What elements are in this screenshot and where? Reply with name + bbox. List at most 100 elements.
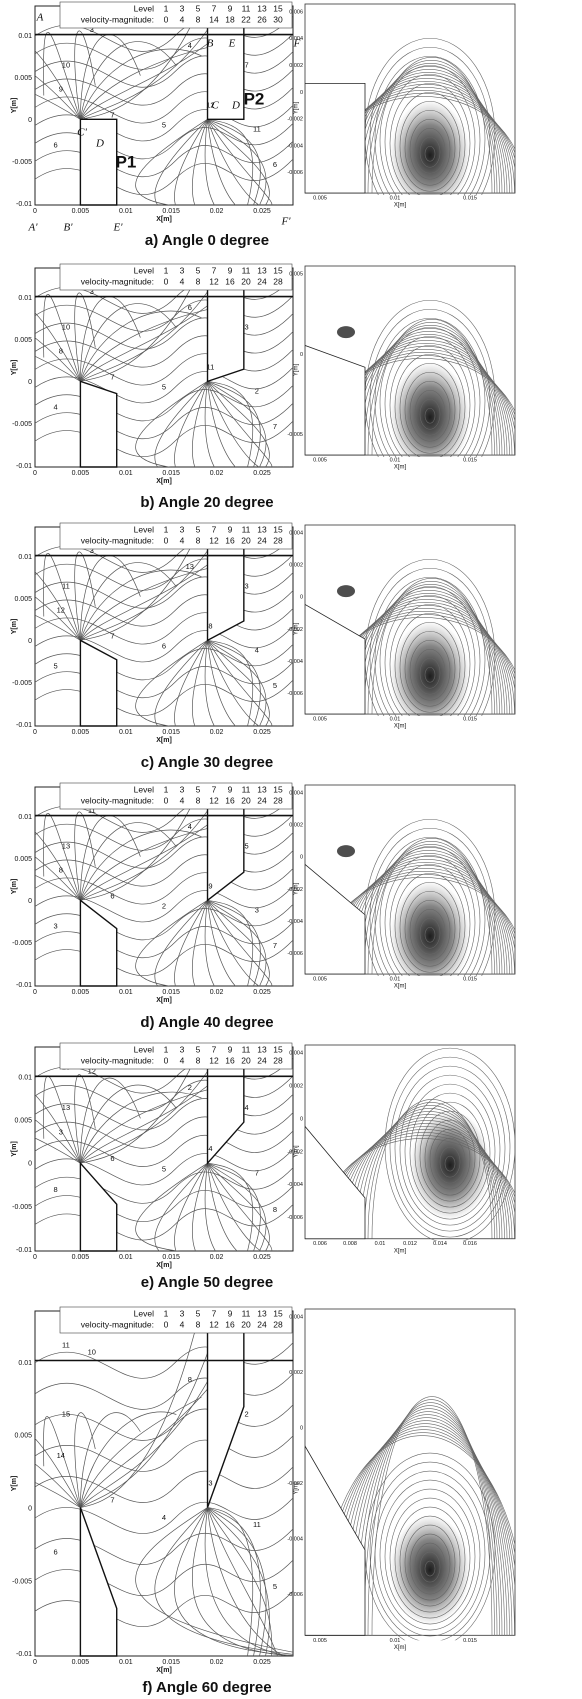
right-x-tick-label: 0.005 xyxy=(313,717,327,723)
contour-label: 3 xyxy=(54,921,58,930)
contour-label: 3 xyxy=(255,905,259,914)
panel: 101213368524478Levelvelocity-magnitude:1… xyxy=(11,1042,516,1291)
x-tick-label: 0.02 xyxy=(210,729,224,736)
contour-line xyxy=(80,536,197,641)
contour-line xyxy=(207,1507,273,1656)
contour-line xyxy=(204,640,290,726)
contour-label: 2 xyxy=(188,1083,192,1092)
annotation: P1 xyxy=(116,152,137,171)
legend-level: 9 xyxy=(228,784,233,794)
contour-line xyxy=(35,886,293,923)
legend-value: 16 xyxy=(225,535,235,545)
contour-line xyxy=(207,1507,278,1656)
streamline xyxy=(371,1099,493,1239)
stream-obstacle xyxy=(305,603,366,715)
right-y-tick-label: -0.006 xyxy=(287,951,303,957)
plot-frame xyxy=(34,1310,294,1657)
caption-unit: degree xyxy=(224,1274,273,1291)
secondary-vortex xyxy=(337,585,355,598)
contour-line xyxy=(207,1162,267,1251)
legend-level: 7 xyxy=(212,1044,217,1054)
caption-unit: degree xyxy=(224,494,273,511)
legend-level-label: Level xyxy=(134,1308,154,1318)
streamline xyxy=(404,109,456,186)
legend-value: 24 xyxy=(257,535,267,545)
legend-level: 3 xyxy=(180,1308,185,1318)
legend-level: 7 xyxy=(212,1308,217,1318)
streamline xyxy=(355,1111,503,1239)
contour-label: 11 xyxy=(253,1520,261,1529)
x-tick-label: 0.005 xyxy=(72,729,90,736)
legend-level: 13 xyxy=(257,1044,267,1054)
contour-line xyxy=(35,814,293,851)
stream-obstacle xyxy=(305,1125,366,1240)
streamline xyxy=(369,567,491,717)
contour-line xyxy=(192,1507,293,1656)
contour-label: 12 xyxy=(88,1066,96,1075)
y-tick-label: 0.01 xyxy=(18,1075,32,1082)
legend-level: 7 xyxy=(212,524,217,534)
legend-level: 13 xyxy=(257,265,267,275)
annotation: D xyxy=(95,138,104,150)
annotation: B xyxy=(207,38,214,50)
legend-level: 15 xyxy=(273,3,283,13)
contour-line xyxy=(43,1416,81,1508)
streamline xyxy=(374,836,486,977)
streamline xyxy=(343,1417,510,1636)
streamline xyxy=(419,657,441,689)
legend-value: 14 xyxy=(209,14,219,24)
legend-box xyxy=(59,1,293,29)
y-tick-label: 0 xyxy=(28,638,32,645)
streamline xyxy=(389,1056,511,1238)
x-tick-label: 0.02 xyxy=(210,989,224,996)
caption-unit: degree xyxy=(222,1679,271,1696)
y-tick-label: 0 xyxy=(28,117,32,124)
vortex-core xyxy=(390,1515,470,1626)
contour-line xyxy=(35,105,293,142)
contour-line xyxy=(35,1119,81,1164)
right-y-tick-label: -0.004 xyxy=(287,919,303,925)
contour-line xyxy=(35,554,293,591)
contour-line xyxy=(35,1497,293,1534)
contour-line xyxy=(74,1412,96,1508)
right-y-tick-label: 0.004 xyxy=(289,530,303,536)
caption-prefix: d) Angle xyxy=(140,1014,199,1031)
streamline xyxy=(419,1551,441,1583)
contour-line xyxy=(80,34,141,120)
contour-label: 6 xyxy=(273,160,277,169)
x-tick-label: 0 xyxy=(33,1659,37,1666)
y-tick-label: 0.01 xyxy=(18,814,32,821)
legend-level: 5 xyxy=(196,784,201,794)
y-tick-label: 0.01 xyxy=(18,33,32,40)
streamlines xyxy=(305,1047,515,1241)
contour-line xyxy=(35,1094,81,1164)
legend-level: 1 xyxy=(164,784,169,794)
contour-line xyxy=(207,640,270,726)
legend-level: 15 xyxy=(273,1308,283,1318)
streamline xyxy=(404,1524,456,1601)
streamline xyxy=(409,380,451,442)
contour-line xyxy=(35,295,293,332)
contour-line xyxy=(80,287,211,382)
contour-line xyxy=(192,1163,208,1251)
vortex-core xyxy=(390,362,470,458)
plot-frame xyxy=(34,786,294,987)
legend-value: 16 xyxy=(225,795,235,805)
streamline xyxy=(409,639,451,701)
right-y-axis-label: Y[m] xyxy=(294,882,300,895)
legend-value: 4 xyxy=(180,535,185,545)
contour-line xyxy=(35,590,293,627)
streamline xyxy=(389,82,471,196)
legend-level: 11 xyxy=(242,265,251,275)
streamline xyxy=(363,583,498,715)
right-x-tick-label: 0.01 xyxy=(390,458,401,464)
contour-label: 7 xyxy=(110,110,114,119)
streamline xyxy=(424,1560,436,1577)
x-axis-label: X[m] xyxy=(156,737,172,744)
y-tick-label: 0.005 xyxy=(14,337,32,344)
right-y-tick-label: -0.005 xyxy=(287,432,303,438)
streamline xyxy=(404,1083,496,1220)
x-tick-label: 0.01 xyxy=(119,470,133,477)
streamline xyxy=(363,1105,498,1239)
